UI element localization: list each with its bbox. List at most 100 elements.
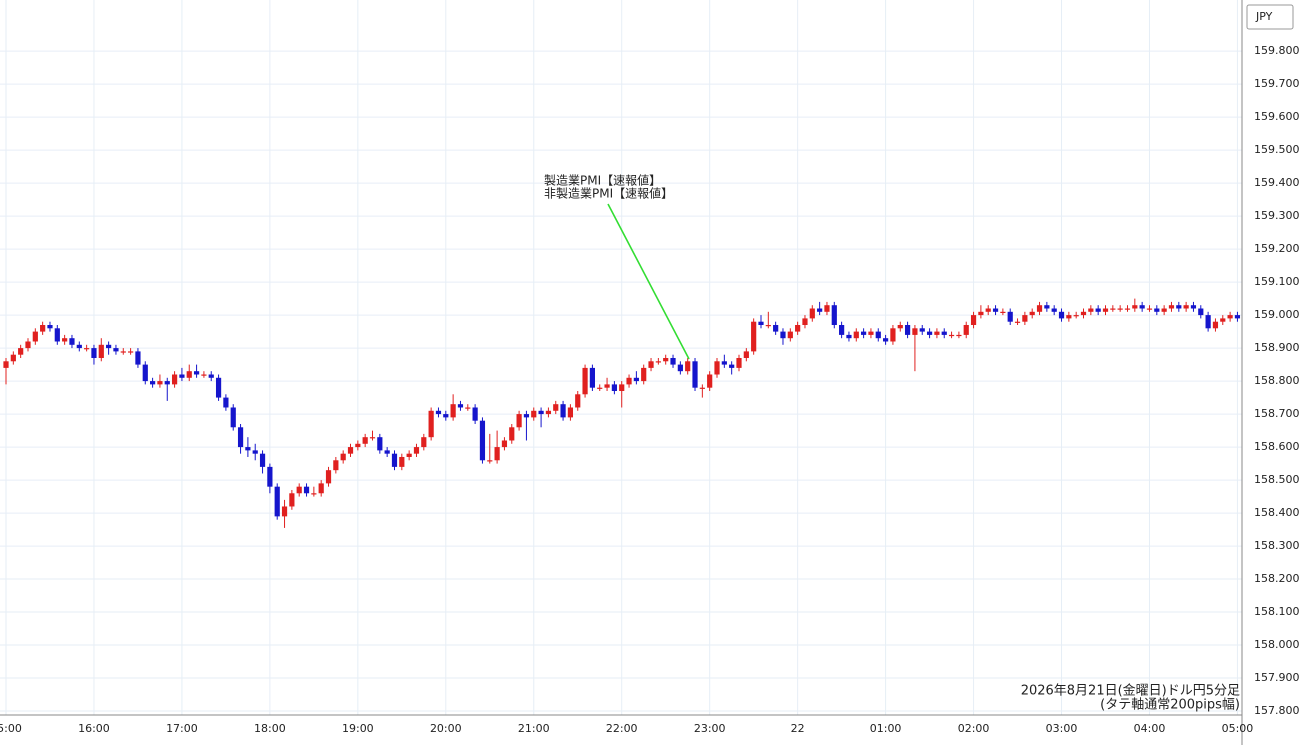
- candle-body: [516, 414, 522, 428]
- candle-body: [76, 344, 82, 349]
- candle-body: [1088, 308, 1094, 312]
- candle-body: [1117, 308, 1123, 310]
- y-tick-label: 158.900: [1254, 341, 1300, 354]
- candle-body: [230, 407, 236, 428]
- candle-body: [1036, 305, 1043, 312]
- x-tick-label: 01:00: [870, 722, 902, 735]
- candle-body: [553, 404, 559, 411]
- candle-body: [296, 486, 302, 494]
- candle-body: [465, 407, 471, 409]
- candle-body: [391, 453, 398, 467]
- y-tick-label: 159.500: [1254, 143, 1300, 156]
- candle-body: [523, 414, 530, 418]
- candle-body: [318, 483, 324, 494]
- candle-body: [215, 377, 222, 398]
- candle-body: [699, 387, 705, 389]
- candle-body: [450, 404, 456, 418]
- x-tick-label: 15:00: [0, 722, 22, 735]
- candle-body: [956, 334, 962, 337]
- candle-body: [589, 367, 595, 388]
- candle-body: [919, 328, 925, 332]
- candle-body: [1102, 308, 1109, 312]
- candle-body: [604, 384, 610, 388]
- candle-body: [281, 506, 288, 517]
- candle-body: [69, 338, 75, 345]
- currency-label: JPY: [1255, 10, 1273, 23]
- candle-body: [472, 407, 478, 421]
- candle-body: [809, 308, 815, 319]
- y-tick-label: 158.800: [1254, 374, 1300, 387]
- y-tick-label: 159.400: [1254, 176, 1300, 189]
- candle-body: [883, 338, 889, 342]
- candle-body: [259, 453, 266, 467]
- candle-body: [633, 377, 639, 382]
- candle-body: [435, 410, 442, 415]
- candle-body: [619, 384, 625, 391]
- candle-body: [208, 374, 214, 378]
- candle-body: [377, 437, 383, 451]
- candle-body: [1139, 305, 1145, 309]
- x-tick-label: 16:00: [78, 722, 110, 735]
- candle-body: [663, 357, 669, 362]
- y-tick-label: 158.700: [1254, 407, 1300, 420]
- candle-body: [729, 364, 735, 368]
- candle-body: [325, 470, 332, 484]
- candle-body: [1234, 315, 1241, 319]
- x-tick-label: 17:00: [166, 722, 198, 735]
- candle-body: [817, 308, 823, 312]
- y-tick-label: 159.800: [1254, 44, 1300, 57]
- candle-body: [274, 486, 280, 517]
- candle-body: [1044, 305, 1050, 309]
- candle-body: [479, 420, 486, 461]
- y-tick-label: 158.200: [1254, 572, 1300, 585]
- y-tick-label: 157.900: [1254, 671, 1300, 684]
- candle-body: [934, 331, 940, 335]
- candle-body: [765, 325, 771, 327]
- candle-body: [1110, 308, 1116, 310]
- candle-body: [1212, 321, 1219, 329]
- candle-body: [1176, 305, 1182, 309]
- candle-body: [626, 377, 632, 385]
- candle-body: [890, 328, 896, 342]
- candle-body: [531, 410, 537, 418]
- candle-body: [1154, 308, 1160, 312]
- x-tick-label: 03:00: [1046, 722, 1078, 735]
- y-tick-label: 159.700: [1254, 77, 1300, 90]
- y-tick-label: 158.600: [1254, 440, 1300, 453]
- y-tick-label: 158.500: [1254, 473, 1300, 486]
- candle-body: [714, 361, 720, 375]
- candle-body: [494, 447, 500, 461]
- y-tick-label: 157.800: [1254, 704, 1300, 717]
- candle-body: [875, 331, 881, 339]
- candle-body: [25, 341, 31, 349]
- candle-body: [685, 361, 691, 372]
- candle-body: [611, 384, 617, 391]
- candle-body: [18, 348, 24, 355]
- y-tick-label: 159.200: [1254, 242, 1300, 255]
- candle-body: [861, 331, 867, 335]
- x-tick-label: 20:00: [430, 722, 462, 735]
- candle-body: [545, 410, 552, 415]
- annotation-text: 非製造業PMI【速報値】: [544, 186, 673, 201]
- candle-body: [575, 394, 581, 408]
- candle-body: [1220, 318, 1226, 322]
- candle-body: [904, 325, 911, 335]
- candle-body: [289, 493, 295, 507]
- candle-body: [912, 328, 918, 335]
- candle-body: [201, 374, 207, 376]
- candle-body: [164, 381, 170, 385]
- y-tick-label: 158.300: [1254, 539, 1300, 552]
- candle-body: [237, 427, 244, 448]
- x-tick-label: 18:00: [254, 722, 286, 735]
- candle-body: [120, 351, 126, 353]
- candle-body: [421, 437, 427, 448]
- candle-body: [707, 374, 713, 388]
- candle-body: [839, 325, 845, 335]
- candle-body: [10, 354, 16, 362]
- candle-body: [1190, 305, 1197, 309]
- candle-body: [333, 460, 339, 471]
- candle-body: [1168, 305, 1175, 309]
- candle-body: [113, 348, 119, 352]
- candle-body: [670, 357, 676, 365]
- candle-body: [399, 456, 405, 467]
